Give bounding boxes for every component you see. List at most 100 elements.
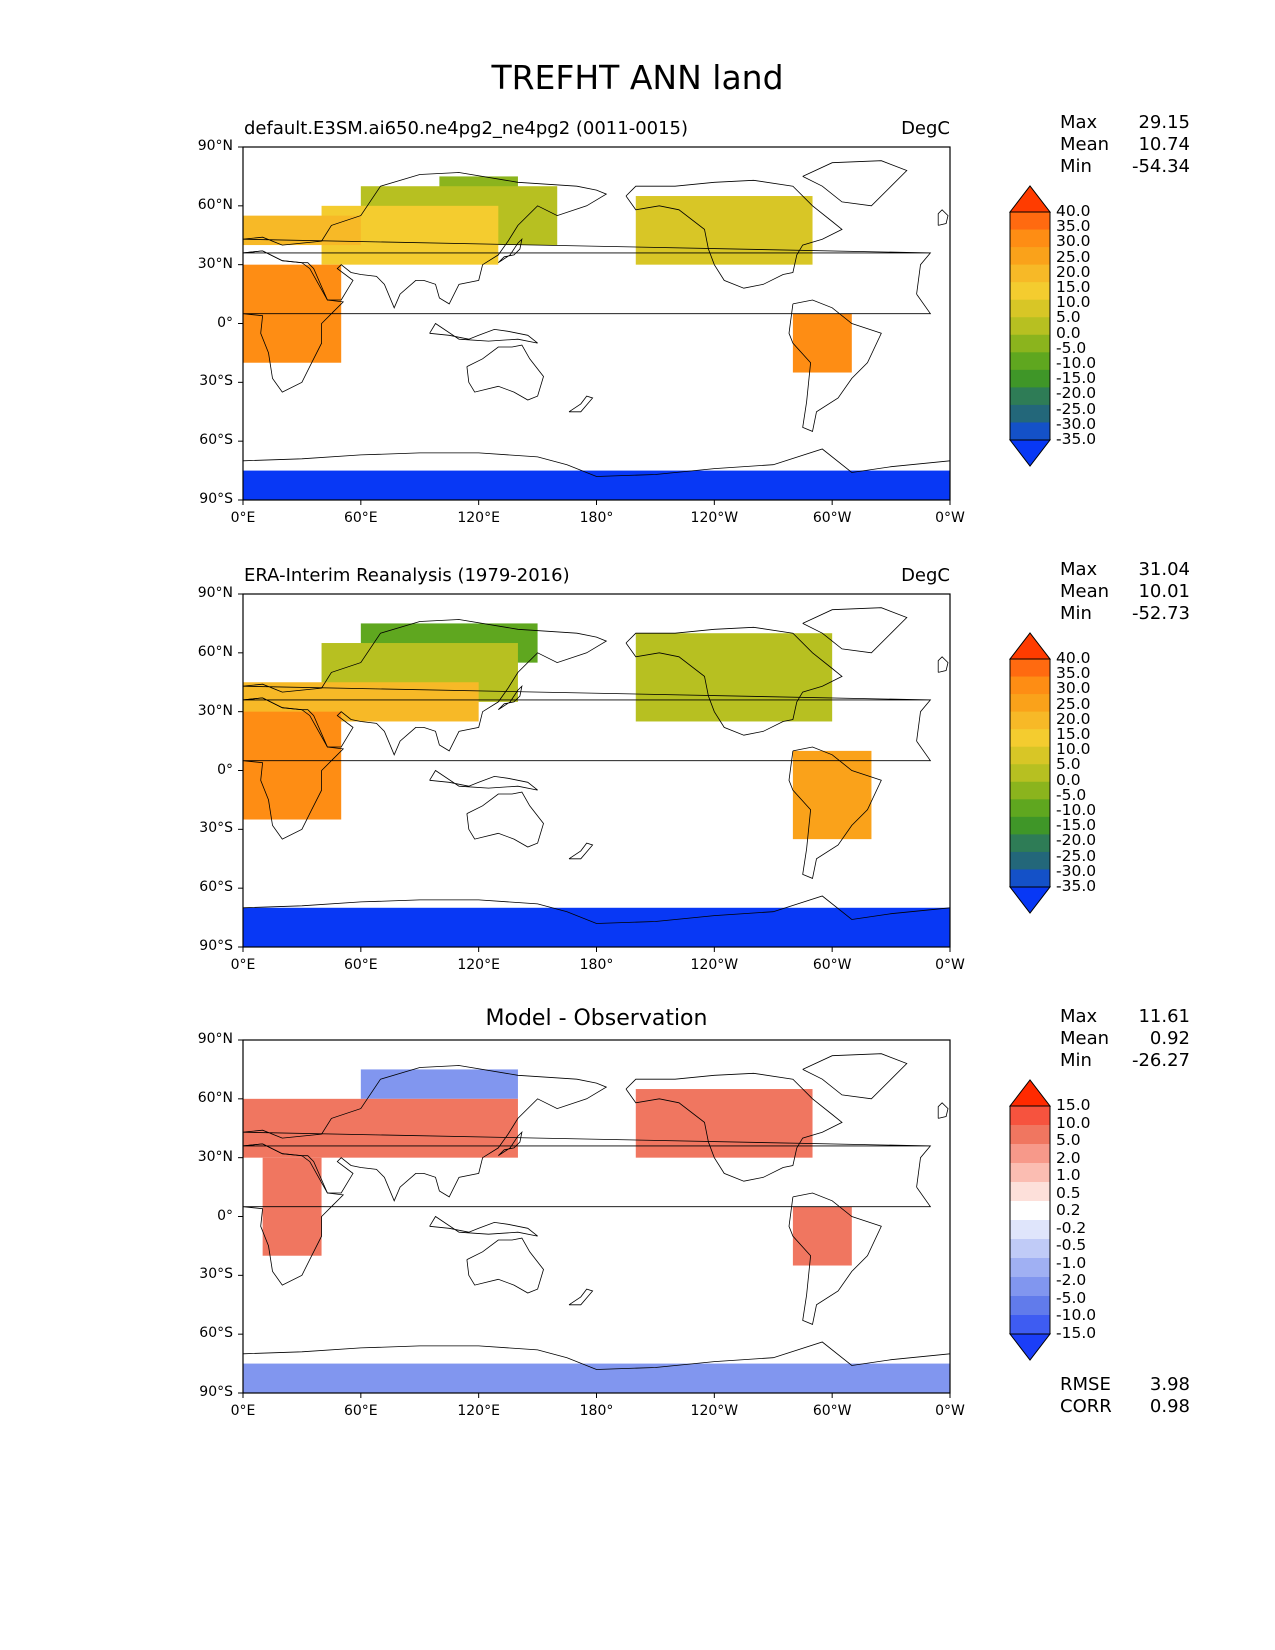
colorbar-label: 15.0 [1056,278,1091,296]
colorbar-label: 35.0 [1056,217,1091,236]
min-label: Min [1060,156,1092,177]
colorbar-label: 40.0 [1056,202,1091,220]
colorbar-segment [1010,1277,1050,1297]
max-label: Max [1060,1006,1098,1027]
y-tick-label: 30°N [197,1148,233,1165]
x-tick-label: 60°W [812,957,852,973]
colorbar-segment [1010,1163,1050,1183]
colorbar-label: 10.0 [1056,293,1091,312]
colorbar-label: 10.0 [1056,740,1091,759]
coastline-8 [568,1288,594,1306]
colorbar-label: -25.0 [1056,399,1097,418]
x-tick-label: 60°E [343,510,378,526]
colorbar-label: -15.0 [1056,1324,1097,1342]
colorbar-segment [1010,834,1050,853]
colorbar-frame [1009,658,1051,888]
colorbar-label: 20.0 [1056,262,1091,281]
coastline-5 [242,448,951,477]
data-cell-south-america-0 [792,313,852,373]
x-tick-label: 60°W [812,1403,852,1419]
coastline-1 [242,250,932,393]
x-tick-label: 0°E [230,1403,256,1419]
colorbar-segment [1010,1239,1050,1259]
coastline-6 [802,1053,908,1100]
colorbar-segment [1010,422,1050,441]
coastline-1 [242,697,932,840]
colorbar-label: 30.0 [1056,679,1091,698]
colorbar-segment [1010,369,1050,388]
coastline-10 [937,1102,949,1119]
x-tick-label: 120°W [690,510,739,526]
coastline-9 [498,1131,523,1157]
coastline-9 [498,238,523,264]
data-cell-south-america-0 [792,1206,852,1266]
colorbar-label: -35.0 [1056,877,1097,895]
coastline-3 [788,746,882,879]
max-value: 11.61 [1138,1006,1190,1027]
coastline-5 [242,1341,951,1370]
panel-1-stats: Max 29.15 Mean 10.74 Min -54.34 [1060,112,1190,178]
coastline-2 [625,1072,843,1182]
x-tick-label: 180° [579,957,614,973]
colorbar-segment [1010,282,1050,301]
colorbar-frame [1009,211,1051,441]
coastline-2 [625,626,843,736]
x-tick-label: 120°E [457,510,500,526]
colorbar-segment [1010,1201,1050,1221]
colorbar-segment [1010,869,1050,888]
y-tick-label: 0° [217,1207,233,1224]
mean-value: 10.01 [1138,581,1190,602]
coastline-10 [937,209,949,226]
colorbar-label: 0.5 [1056,1183,1081,1202]
colorbar-label: -20.0 [1056,831,1097,850]
panel-3-metrics: RMSE 3.98 CORR 0.98 [1060,1374,1190,1418]
colorbar-label: 40.0 [1056,649,1091,667]
y-tick-label: 90°S [199,1384,233,1400]
colorbar-segment [1010,1144,1050,1164]
data-cell-north-america-0 [635,633,833,722]
colorbar-segment [1010,851,1050,870]
colorbar-bottom-extend [1008,886,1052,914]
y-tick-label: 90°S [199,938,233,954]
y-tick-label: 90°N [197,138,233,154]
y-tick-label: 60°S [199,432,233,449]
colorbar-bottom-extend [1008,439,1052,467]
x-tick-label: 120°W [690,1403,739,1419]
coastline-10 [937,656,949,673]
colorbar-segment [1010,212,1050,231]
y-tick-label: 60°S [199,879,233,896]
mean-value: 0.92 [1149,1028,1190,1049]
y-tick-label: 0° [217,314,233,331]
colorbar-segment [1010,404,1050,423]
colorbar-segment [1010,729,1050,748]
y-tick-label: 90°S [199,491,233,507]
colorbar-label: 1.0 [1056,1166,1081,1185]
coastline-7 [429,322,538,344]
coastline-7 [429,1215,538,1237]
coastline-8 [568,395,594,413]
min-label: Min [1060,603,1092,624]
y-tick-label: 30°S [199,373,233,390]
colorbar-segment [1010,1182,1050,1202]
colorbar-top-extend [1008,1079,1052,1107]
colorbar-segment [1010,659,1050,678]
coastline-4 [466,344,544,401]
y-tick-label: 30°S [199,1266,233,1283]
y-tick-label: 90°N [197,1031,233,1047]
x-tick-label: 120°E [457,1403,500,1419]
max-value: 29.15 [1138,112,1190,133]
mean-label: Mean [1060,581,1110,602]
colorbar-label: 0.0 [1056,770,1081,789]
colorbar-segment [1010,676,1050,695]
colorbar-segment [1010,1315,1050,1335]
min-value: -52.73 [1131,603,1190,624]
colorbar-segment [1010,1106,1050,1126]
max-label: Max [1060,559,1098,580]
colorbar-label: -20.0 [1056,384,1097,403]
colorbar-label: 35.0 [1056,664,1091,683]
data-cell-africa-0 [243,711,342,820]
colorbar-label: -25.0 [1056,846,1097,865]
coastline-8 [568,842,594,860]
colorbar-segment [1010,317,1050,336]
corr-label: CORR [1060,1396,1112,1417]
